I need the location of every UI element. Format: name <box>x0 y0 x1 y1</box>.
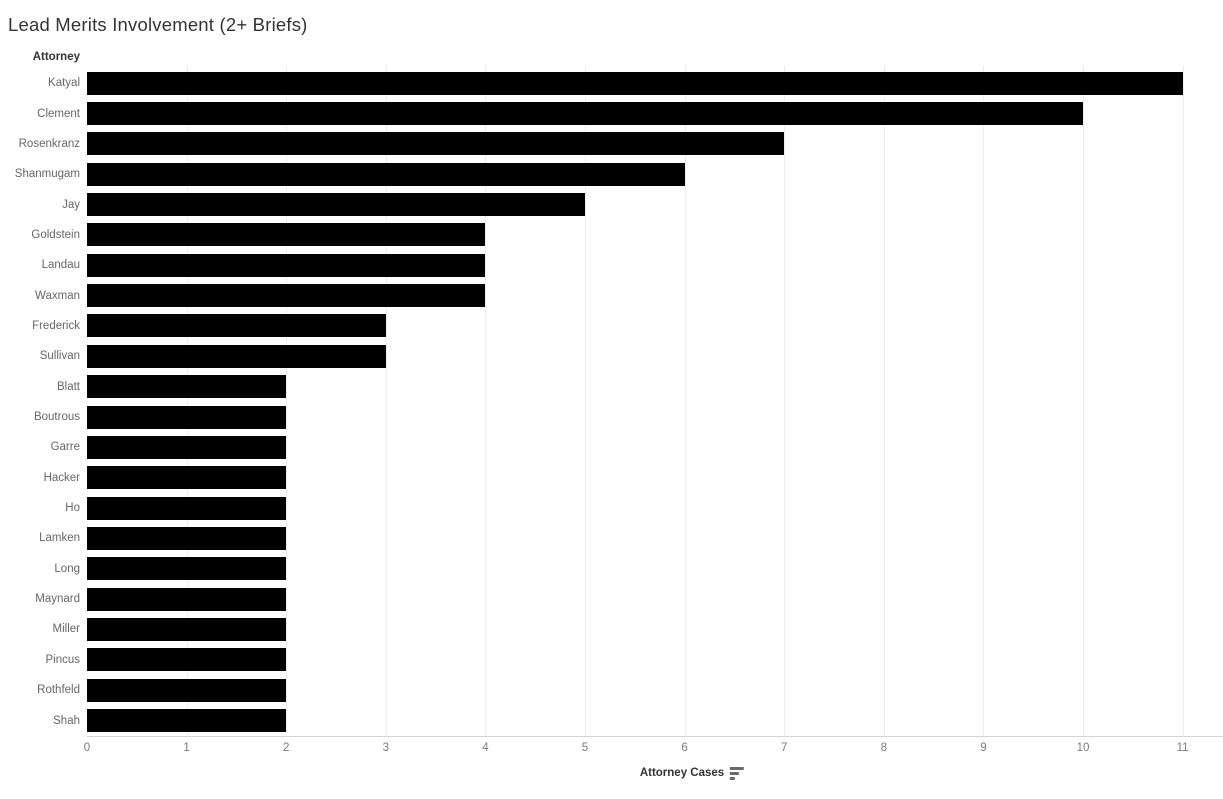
bar-row: Pincus <box>0 645 1223 675</box>
bar[interactable] <box>87 678 287 702</box>
x-axis-title-group: Attorney Cases <box>639 766 745 780</box>
x-tick-label: 2 <box>282 742 290 754</box>
bar-row: Rosenkranz <box>0 129 1223 159</box>
bar[interactable] <box>87 71 1183 95</box>
bar-row: Shah <box>0 705 1223 735</box>
bar[interactable] <box>87 709 287 733</box>
x-tick-label: 8 <box>880 742 887 754</box>
x-tick-label: 6 <box>681 742 688 754</box>
bar-row: Lamken <box>0 523 1223 553</box>
bar[interactable] <box>87 253 486 277</box>
attorney-label[interactable]: Rothfeld <box>37 684 80 697</box>
attorney-label[interactable]: Clement <box>37 107 80 120</box>
bar-row: Hacker <box>0 463 1223 493</box>
bar[interactable] <box>87 102 1083 126</box>
attorney-label[interactable]: Katyal <box>48 77 80 90</box>
bar-row: Miller <box>0 614 1223 644</box>
gridline <box>1083 66 1084 736</box>
row-header-attorney: Attorney <box>32 51 80 63</box>
gridline <box>983 66 985 736</box>
gridline <box>286 66 288 736</box>
attorney-label[interactable]: Maynard <box>35 593 80 606</box>
attorney-label[interactable]: Rosenkranz <box>18 137 80 150</box>
bar[interactable] <box>87 223 486 247</box>
x-tick-label: 7 <box>780 742 788 754</box>
x-tick-label: 4 <box>482 742 489 754</box>
attorney-label[interactable]: Landau <box>41 259 80 272</box>
bar-row: Clement <box>0 98 1223 128</box>
gridline <box>1182 66 1184 736</box>
gridline <box>385 66 387 736</box>
x-tick-label: 0 <box>83 742 91 754</box>
attorney-label[interactable]: Waxman <box>35 289 80 302</box>
x-tick-label: 11 <box>1176 742 1189 754</box>
bar-row: Boutrous <box>0 402 1223 432</box>
bar-row: Ho <box>0 493 1223 523</box>
bar[interactable] <box>87 617 287 641</box>
bar[interactable] <box>87 193 585 217</box>
bar-row: Katyal <box>0 68 1223 98</box>
gridline <box>684 66 686 736</box>
bar[interactable] <box>87 435 287 459</box>
bar[interactable] <box>87 557 287 581</box>
attorney-label[interactable]: Shanmugam <box>14 168 80 181</box>
bar[interactable] <box>87 162 685 186</box>
bar-row: Sullivan <box>0 341 1223 371</box>
bar-row: Jay <box>0 189 1223 219</box>
bar[interactable] <box>87 405 287 429</box>
attorney-label[interactable]: Shah <box>53 714 80 727</box>
bar-row: Goldstein <box>0 220 1223 250</box>
attorney-label[interactable]: Pincus <box>45 653 80 666</box>
attorney-label[interactable]: Miller <box>52 623 80 636</box>
bar-row: Frederick <box>0 311 1223 341</box>
bar[interactable] <box>87 284 486 308</box>
bar-row: Shanmugam <box>0 159 1223 189</box>
attorney-label[interactable]: Blatt <box>56 380 80 393</box>
gridline <box>585 66 586 736</box>
bar[interactable] <box>87 587 287 611</box>
gridline <box>485 66 487 736</box>
x-tick-label: 10 <box>1076 742 1090 754</box>
bar[interactable] <box>87 496 287 520</box>
bar[interactable] <box>87 648 287 672</box>
sort-descending-icon[interactable] <box>730 766 745 780</box>
bar[interactable] <box>87 526 287 550</box>
x-axis-title[interactable]: Attorney Cases <box>639 767 725 779</box>
bar-row: Waxman <box>0 280 1223 310</box>
gridline <box>186 66 188 736</box>
bar-row: Blatt <box>0 372 1223 402</box>
bar-row: Landau <box>0 250 1223 280</box>
attorney-label[interactable]: Jay <box>62 198 80 211</box>
bar-row: Long <box>0 554 1223 584</box>
x-tick-label: 9 <box>980 742 987 754</box>
bar[interactable] <box>87 375 287 399</box>
x-axis-line <box>87 736 1223 737</box>
attorney-label[interactable]: Ho <box>65 502 80 515</box>
attorney-label[interactable]: Goldstein <box>31 228 80 241</box>
bar[interactable] <box>87 344 386 368</box>
bar[interactable] <box>87 466 287 490</box>
attorney-label[interactable]: Frederick <box>32 319 80 332</box>
x-tick-label: 1 <box>183 742 190 754</box>
x-tick-label: 5 <box>581 742 589 754</box>
bar[interactable] <box>87 132 785 156</box>
gridline <box>883 66 885 736</box>
chart-title: Lead Merits Involvement (2+ Briefs) <box>8 14 308 35</box>
bar-row: Maynard <box>0 584 1223 614</box>
gridline <box>784 66 786 736</box>
attorney-label[interactable]: Sullivan <box>39 350 80 363</box>
bar-row: Garre <box>0 432 1223 462</box>
attorney-label[interactable]: Boutrous <box>33 411 80 424</box>
attorney-label[interactable]: Lamken <box>39 532 80 545</box>
attorney-label[interactable]: Garre <box>50 441 80 454</box>
attorney-label[interactable]: Hacker <box>43 471 80 484</box>
attorney-label[interactable]: Long <box>54 562 80 575</box>
bar[interactable] <box>87 314 386 338</box>
x-tick-label: 3 <box>382 742 389 754</box>
bar-row: Rothfeld <box>0 675 1223 705</box>
